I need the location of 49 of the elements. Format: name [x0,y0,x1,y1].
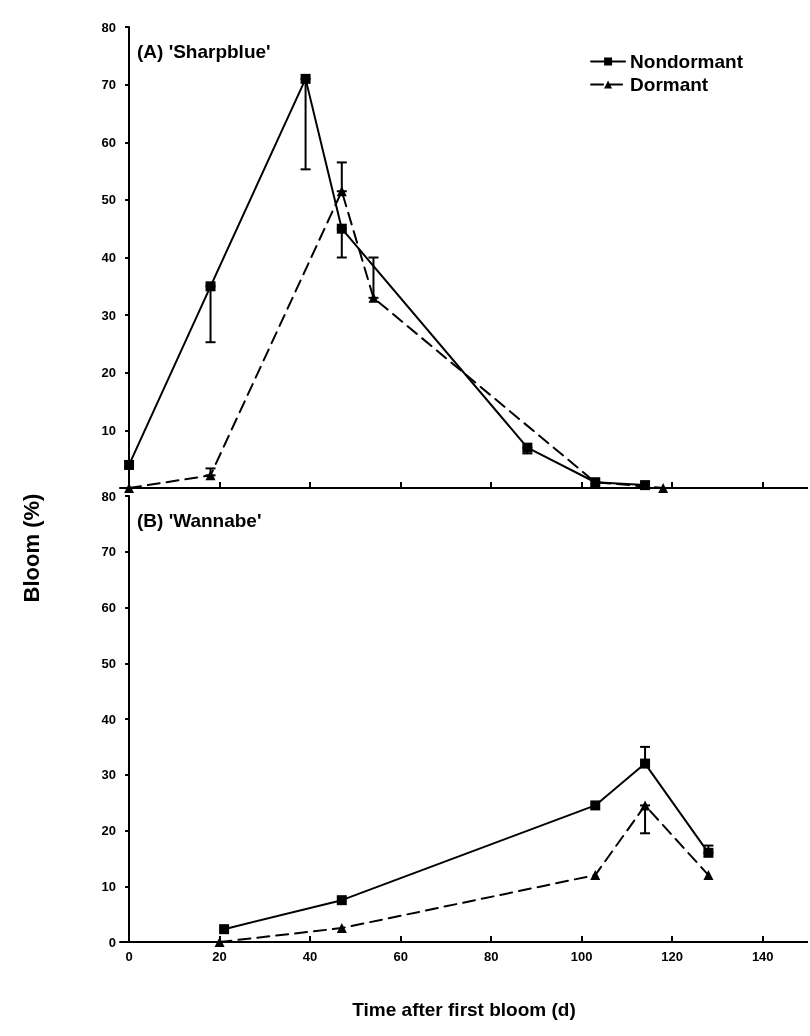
point [219,924,230,935]
y-tick-label: 20 [101,365,116,381]
point [640,758,651,769]
x-tick-label: 80 [483,949,499,964]
point [590,800,601,811]
legend-label: Nondormant [630,51,744,72]
point [336,186,347,197]
y-tick-label: 40 [101,711,116,727]
y-axis-title: Bloom (%) [19,493,45,603]
x-tick-label: 0 [125,949,133,964]
y-tick-label: 20 [101,823,116,838]
y-tick-label: 0 [108,934,116,950]
y-tick-label: 70 [101,77,116,93]
legend-label: Dormant [630,74,709,95]
point [336,895,347,906]
y-tick-label: 10 [101,422,116,438]
y-tick-label: 30 [101,307,116,323]
point [205,281,216,292]
text: (A) 'Sharpblue' [137,41,271,62]
x-tick-label: 20 [212,949,227,964]
point [522,442,533,453]
point [124,459,135,470]
x-tick-label: 140 [751,949,774,964]
point [640,480,651,491]
y-tick-label: 60 [101,134,116,150]
y-tick-label: 60 [101,600,116,615]
y-tick-label: 50 [101,192,116,208]
y-tick-label: 80 [101,19,116,35]
x-axis-title: Time after first bloom (d) [352,999,576,1020]
y-tick-label: 50 [101,655,116,671]
x-tick-label: 60 [393,949,408,964]
point [658,483,669,493]
x-tick-label: 100 [570,949,593,964]
x-tick-label: 120 [661,949,684,964]
point [336,223,347,234]
x-tick-label: 40 [302,949,318,964]
point [214,937,225,947]
point [336,923,347,934]
y-tick-label: 40 [101,250,116,265]
y-tick-label: 80 [101,488,116,504]
point [300,73,311,84]
point [640,800,651,811]
y-tick-label: 30 [101,767,116,783]
y-tick-label: 10 [101,878,116,894]
text: (B) 'Wannabe' [137,510,262,531]
point [590,870,601,881]
point [703,870,714,881]
y-tick-label: 70 [101,544,116,560]
point [205,470,216,481]
